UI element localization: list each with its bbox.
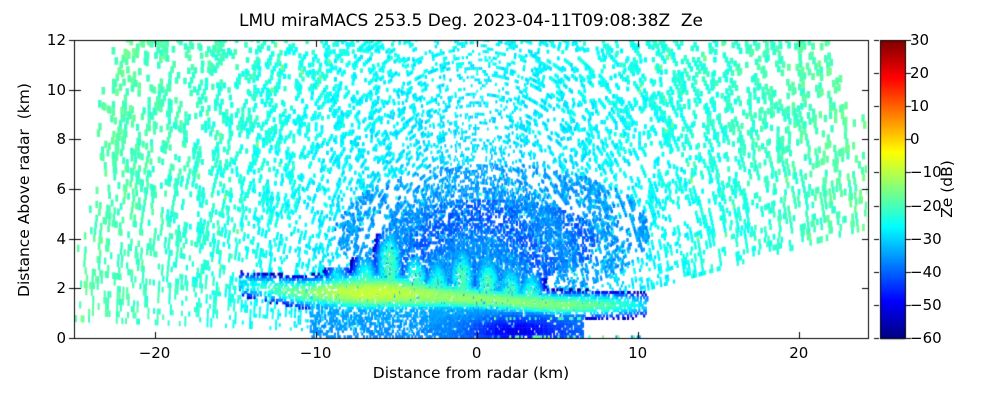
y-tick-label: 10 xyxy=(46,80,66,99)
colorbar-tick-label: −40 xyxy=(910,262,942,281)
colorbar-tick-label: 20 xyxy=(910,64,930,83)
y-tick-label: 0 xyxy=(56,329,66,347)
y-tick-label: 8 xyxy=(56,130,66,149)
x-tick-label: 20 xyxy=(789,344,809,362)
y-tick-label: 12 xyxy=(46,31,66,49)
colorbar-tick-label: 0 xyxy=(910,130,920,149)
y-tick-label: 2 xyxy=(56,279,66,298)
x-tick-label: 10 xyxy=(628,344,648,362)
plot-title: LMU miraMACS 253.5 Deg. 2023-04-11T09:08… xyxy=(238,11,704,31)
colorbar-tick-label: −20 xyxy=(910,196,942,215)
colorbar-tick-label: −50 xyxy=(910,295,942,314)
colorbar-label: Ze (dB) xyxy=(938,160,956,218)
x-axis-label: Distance from radar (km) xyxy=(372,364,570,382)
x-tick-label: −10 xyxy=(299,344,332,362)
x-tick-label: 0 xyxy=(471,344,482,362)
colorbar-tick-label: 10 xyxy=(910,97,930,116)
y-tick-label: 6 xyxy=(56,180,66,198)
colorbar-tick-label: −10 xyxy=(910,163,942,182)
colorbar-tick-label: −30 xyxy=(910,229,942,248)
colorbar-tick-label: 30 xyxy=(910,31,930,49)
y-tick-label: 4 xyxy=(56,229,66,248)
x-tick-label: −20 xyxy=(138,344,171,362)
colorbar-tick-label: −60 xyxy=(910,329,942,347)
